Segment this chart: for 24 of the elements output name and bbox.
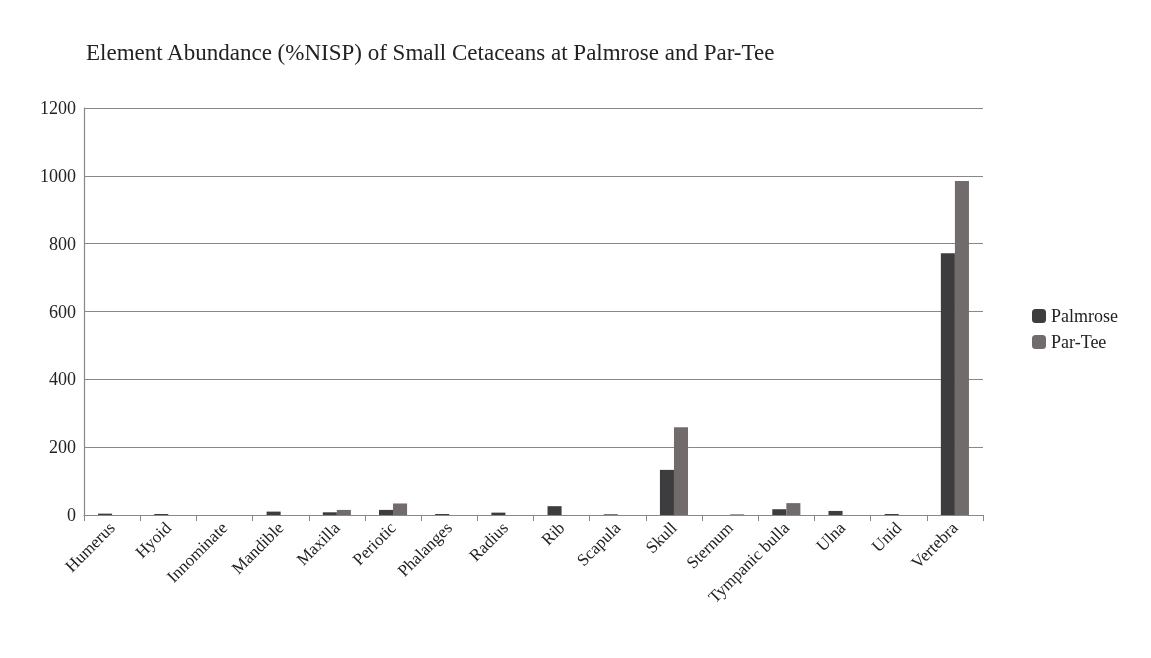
bar — [322, 512, 337, 515]
bar — [547, 506, 562, 515]
bar — [786, 503, 801, 515]
bar — [954, 180, 969, 515]
legend-label: Palmrose — [1051, 306, 1119, 326]
bar — [393, 503, 408, 515]
bar — [828, 510, 843, 515]
y-tick-label: 1200 — [40, 98, 76, 118]
y-tick-label: 800 — [49, 233, 76, 254]
bar — [772, 509, 787, 515]
legend-label: Par-Tee — [1051, 332, 1107, 352]
x-tick-label: Rib — [537, 518, 569, 550]
x-tick-label: Ulna — [812, 517, 850, 556]
y-tick-label: 1000 — [40, 165, 76, 186]
bar — [659, 469, 674, 515]
y-tick-label: 200 — [49, 437, 76, 458]
bar — [940, 253, 955, 515]
chart-title: Element Abundance (%NISP) of Small Cetaceans at Palmrose and Par-Tee — [86, 40, 775, 65]
y-tick-label: 400 — [49, 369, 76, 390]
y-tick-label: 0 — [67, 505, 76, 525]
bar — [378, 509, 394, 515]
bar — [673, 427, 689, 515]
y-tick-label: 600 — [49, 301, 76, 322]
bar — [336, 509, 351, 515]
